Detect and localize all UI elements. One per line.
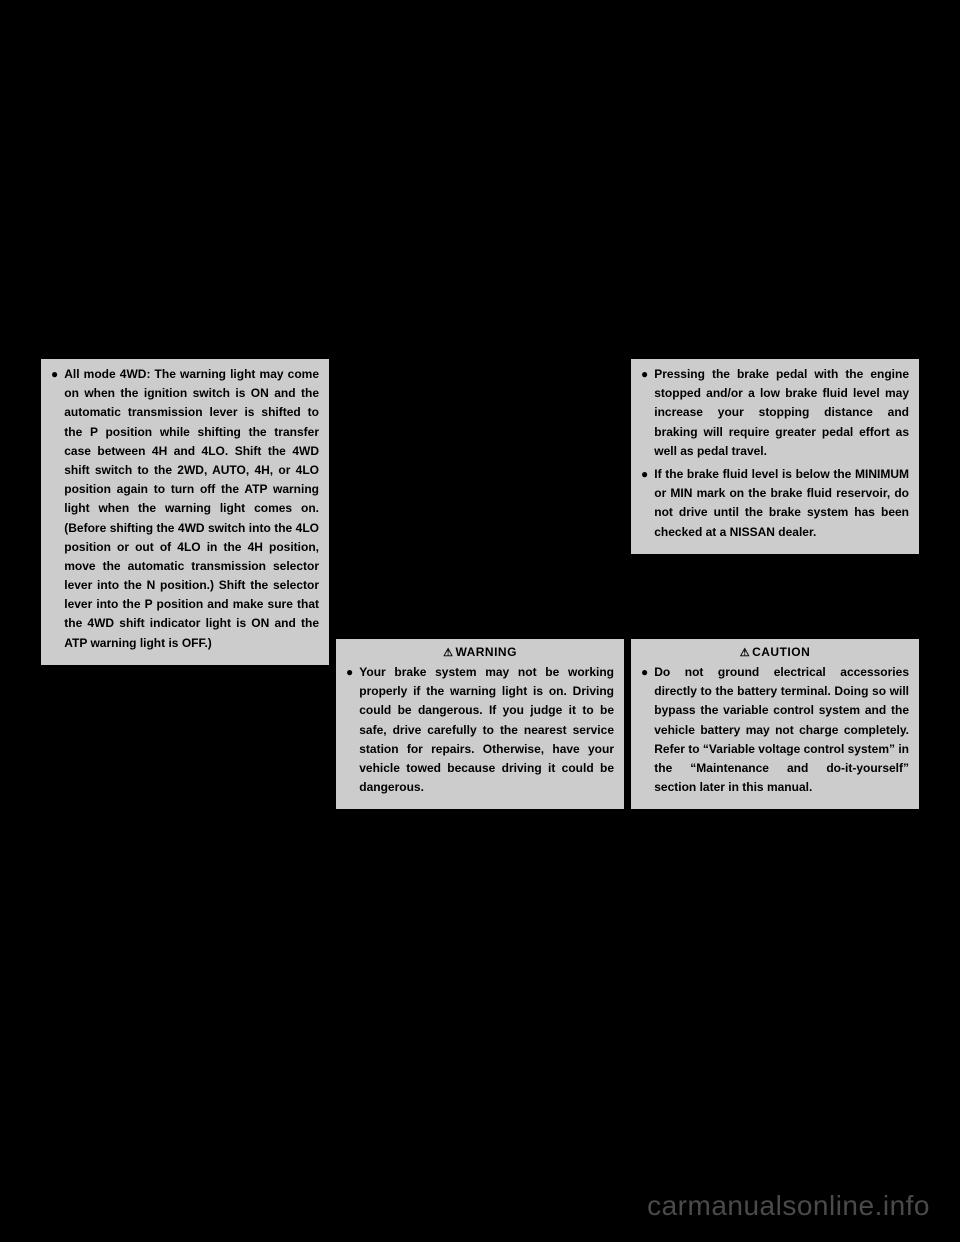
list-item: ● Your brake system may not be working p… <box>346 663 614 797</box>
bullet-text: Do not ground electrical accessories dir… <box>654 663 909 797</box>
bullet-text: Pressing the brake pedal with the engine… <box>654 365 909 461</box>
notice-box-brake: ● Pressing the brake pedal with the engi… <box>630 358 920 555</box>
bullet-icon: ● <box>346 663 353 797</box>
column-1: ● All mode 4WD: The warning light may co… <box>40 358 330 666</box>
list-item: ● All mode 4WD: The warning light may co… <box>51 365 319 653</box>
bullet-list: ● All mode 4WD: The warning light may co… <box>51 365 319 653</box>
list-item: ● Do not ground electrical accessories d… <box>641 663 909 797</box>
warning-header: ⚠WARNING <box>346 645 614 659</box>
bullet-list: ● Your brake system may not be working p… <box>346 663 614 797</box>
bullet-icon: ● <box>641 465 648 542</box>
page-container: ● All mode 4WD: The warning light may co… <box>0 0 960 1242</box>
caution-box: ⚠CAUTION ● Do not ground electrical acce… <box>630 638 920 810</box>
bullet-text: If the brake fluid level is below the MI… <box>654 465 909 542</box>
bullet-list: ● Pressing the brake pedal with the engi… <box>641 365 909 542</box>
bullet-icon: ● <box>51 365 58 653</box>
warning-box: ⚠WARNING ● Your brake system may not be … <box>335 638 625 810</box>
column-3-bottom: ⚠CAUTION ● Do not ground electrical acce… <box>630 638 920 810</box>
notice-box-4wd: ● All mode 4WD: The warning light may co… <box>40 358 330 666</box>
caution-label: CAUTION <box>752 645 810 659</box>
list-item: ● Pressing the brake pedal with the engi… <box>641 365 909 461</box>
bullet-text: All mode 4WD: The warning light may come… <box>64 365 319 653</box>
caution-header: ⚠CAUTION <box>641 645 909 659</box>
list-item: ● If the brake fluid level is below the … <box>641 465 909 542</box>
watermark-text: carmanualsonline.info <box>647 1190 930 1222</box>
warning-label: WARNING <box>455 645 517 659</box>
column-2: ⚠WARNING ● Your brake system may not be … <box>335 638 625 810</box>
bullet-icon: ● <box>641 663 648 797</box>
column-3-top: ● Pressing the brake pedal with the engi… <box>630 358 920 555</box>
warning-triangle-icon: ⚠ <box>443 646 453 659</box>
bullet-icon: ● <box>641 365 648 461</box>
bullet-list: ● Do not ground electrical accessories d… <box>641 663 909 797</box>
bullet-text: Your brake system may not be working pro… <box>359 663 614 797</box>
warning-triangle-icon: ⚠ <box>740 646 750 659</box>
